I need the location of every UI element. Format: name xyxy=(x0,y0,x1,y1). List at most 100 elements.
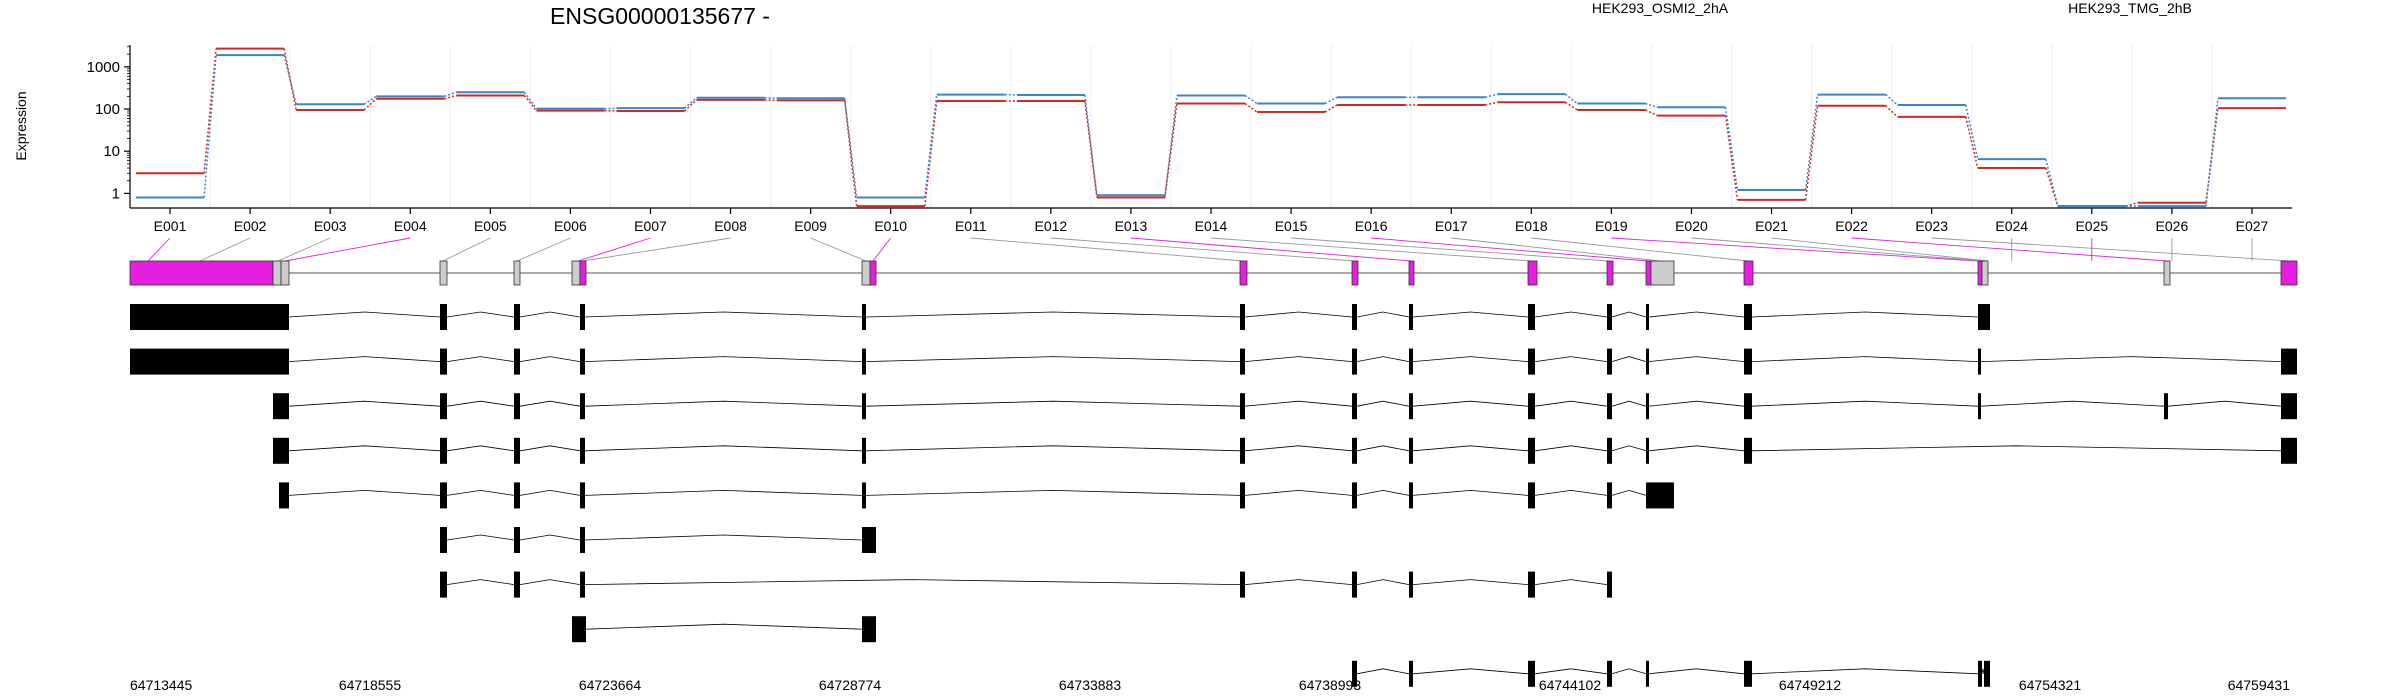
exon-block xyxy=(2280,260,2298,286)
transcript-exon xyxy=(514,393,520,420)
intron-line xyxy=(446,489,515,496)
transcript-exon xyxy=(1528,393,1535,420)
transcript-exon xyxy=(440,527,447,553)
transcript-exon xyxy=(580,304,585,330)
genomic-axis: 64713445 64718555 64723664 64728774 64733883… xyxy=(130,677,2290,693)
exon-block xyxy=(571,260,581,286)
x-tick-label: E023 xyxy=(1915,218,1948,234)
intron-line xyxy=(1534,668,1608,675)
series-connector xyxy=(523,94,537,112)
intron-line xyxy=(1751,445,2282,452)
exon-connector xyxy=(582,237,731,262)
transcript-exon xyxy=(2281,348,2297,375)
transcript-exon xyxy=(580,348,585,375)
exon-block xyxy=(1981,260,1989,286)
transcript-exon xyxy=(440,437,447,464)
x-tick-label: E004 xyxy=(394,218,427,234)
y-tick-label: 100 xyxy=(95,101,120,118)
series-connector xyxy=(1885,94,1899,106)
y-axis-label: Expression xyxy=(13,91,29,160)
transcript-exon xyxy=(1646,482,1674,509)
intron-line xyxy=(584,356,863,362)
legend-entry-tmg: HEK293_TMG_2hB xyxy=(2068,0,2192,16)
transcript-exon xyxy=(580,527,585,553)
x-tick-label: E006 xyxy=(554,218,587,234)
exon-connector xyxy=(1050,237,1356,262)
x-tick-label: E021 xyxy=(1755,218,1788,234)
x-tick-label: E009 xyxy=(794,218,827,234)
genomic-tick-label: 64749212 xyxy=(1779,677,1842,693)
transcript-exon xyxy=(1744,348,1752,375)
intron-line xyxy=(1648,668,1745,675)
transcript-exon xyxy=(1607,482,1612,509)
x-tick-label: E008 xyxy=(714,218,747,234)
intron-line xyxy=(584,311,863,318)
intron-line xyxy=(1534,445,1608,452)
x-tick-label: E019 xyxy=(1595,218,1628,234)
intron-line xyxy=(446,311,515,318)
transcript-row xyxy=(572,616,876,643)
intron-line xyxy=(288,489,441,496)
exon-connector xyxy=(1611,237,1979,262)
transcript-exon xyxy=(1646,304,1649,330)
transcript-exon xyxy=(130,304,289,330)
transcript-exon xyxy=(440,393,447,420)
exon-block xyxy=(1743,260,1754,286)
transcript-exon xyxy=(862,393,866,420)
intron-line xyxy=(1611,311,1647,318)
series-connector xyxy=(843,100,858,207)
intron-line xyxy=(519,311,581,318)
intron-line xyxy=(519,356,581,362)
intron-line xyxy=(1648,311,1745,318)
exon-connector xyxy=(1291,237,1609,262)
transcript-exon xyxy=(1744,437,1752,464)
transcript-exon xyxy=(1528,304,1535,330)
transcript-exon xyxy=(580,437,585,464)
transcript-exon xyxy=(1409,393,1413,420)
transcript-exon xyxy=(1978,660,1982,687)
intron-line xyxy=(1356,356,1410,362)
transcript-exon xyxy=(440,482,447,509)
transcript-exon xyxy=(1352,348,1357,375)
x-tick-label: E007 xyxy=(634,218,667,234)
intron-line xyxy=(1356,445,1410,452)
intron-line xyxy=(865,445,1241,452)
intron-line xyxy=(1534,579,1608,585)
exon-connector xyxy=(1130,237,1412,262)
intron-line xyxy=(865,489,1241,496)
transcript-exon xyxy=(1744,660,1752,687)
transcript-row xyxy=(130,304,1990,330)
intron-line xyxy=(1611,356,1647,362)
x-tick-label: E022 xyxy=(1835,218,1868,234)
series-connector xyxy=(363,98,377,111)
transcript-exon xyxy=(1528,660,1535,687)
transcript-exon xyxy=(1607,304,1612,330)
genomic-tick-label: 64718555 xyxy=(339,677,402,693)
exon-connector xyxy=(284,237,411,262)
transcript-exon xyxy=(1240,437,1245,464)
genomic-tick-label: 64759431 xyxy=(2228,677,2291,693)
series-connector xyxy=(1084,94,1098,196)
transcript-exon xyxy=(1528,482,1535,509)
transcript-exon xyxy=(1240,482,1245,509)
transcript-exon xyxy=(2281,393,2297,420)
intron-line xyxy=(1611,445,1647,452)
intron-line xyxy=(584,445,863,452)
intron-line xyxy=(1356,579,1410,585)
genomic-tick-label: 64723664 xyxy=(579,677,642,693)
transcript-exon xyxy=(1352,660,1357,687)
exon-connector xyxy=(516,237,571,262)
transcript-exon xyxy=(1409,304,1413,330)
intron-line xyxy=(1412,489,1529,496)
exon-block xyxy=(272,260,282,286)
exon-block xyxy=(1527,260,1538,286)
transcript-exon xyxy=(862,304,866,330)
transcript-row xyxy=(440,571,1612,598)
transcript-row xyxy=(273,393,2297,420)
transcript-exon xyxy=(1352,393,1357,420)
series-connector xyxy=(1164,95,1178,196)
y-tick-label: 1 xyxy=(112,185,120,202)
intron-line xyxy=(288,311,441,318)
intron-line xyxy=(519,445,581,452)
plot-area: 1 10 100 1000 E001 E002 E003 E004 E005 E006 E007 E0… xyxy=(87,45,2292,234)
